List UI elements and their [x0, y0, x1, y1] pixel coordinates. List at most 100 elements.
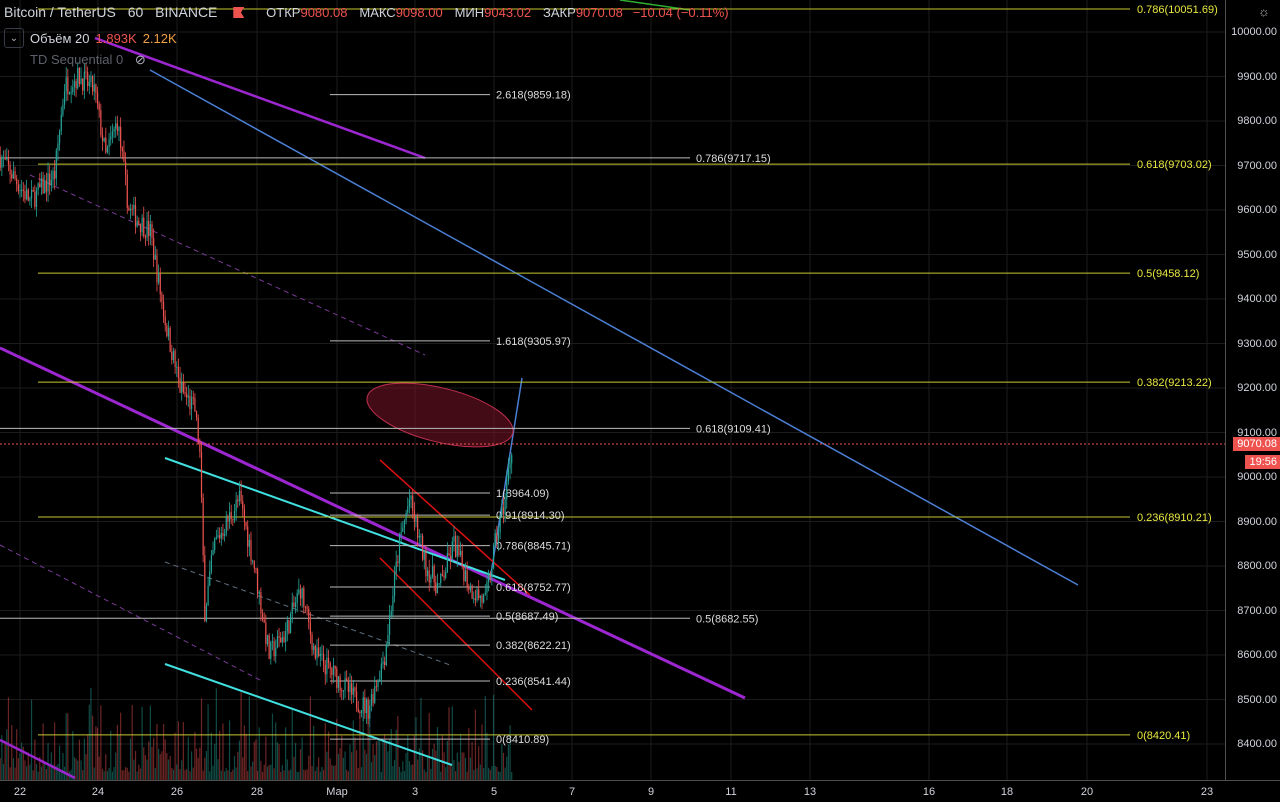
candle-body — [501, 507, 503, 516]
candle-body — [375, 686, 377, 688]
candle-body — [230, 512, 232, 520]
volume-bar — [16, 729, 18, 780]
channel-cyan-bottom[interactable] — [164, 663, 453, 766]
candle-body — [469, 585, 472, 590]
symbol-name[interactable]: Bitcoin / TetherUS — [4, 4, 116, 20]
volume-bar — [494, 765, 496, 780]
volume-bar — [197, 757, 199, 780]
volume-bar — [390, 729, 392, 780]
channel-cyan-top[interactable] — [164, 457, 506, 581]
volume-bar — [283, 770, 285, 780]
volume-bar — [111, 771, 113, 780]
volume-bar — [351, 752, 353, 780]
candle-body — [73, 81, 76, 88]
volume-bar — [443, 752, 445, 780]
volume-bar — [334, 765, 336, 780]
channel-red-top[interactable] — [379, 459, 531, 596]
volume-bar — [356, 750, 358, 780]
volume-bar — [100, 705, 102, 780]
volume-bar — [171, 767, 173, 780]
chevron-down-icon[interactable]: ⌄ — [4, 28, 24, 48]
fib-level-label: 2.618(9859.18) — [496, 90, 571, 102]
volume-bar — [247, 771, 249, 780]
candle-body — [471, 585, 473, 599]
trendline-gray-dashed[interactable] — [164, 561, 451, 666]
trendline-blue-long[interactable] — [149, 69, 1079, 586]
channel-red-bottom[interactable] — [379, 557, 533, 711]
volume-bar — [400, 771, 402, 780]
candle-body — [12, 171, 14, 179]
grid — [0, 0, 1225, 780]
fib-level-label: 0.618(9703.02) — [1137, 159, 1212, 171]
candle-body — [365, 699, 368, 714]
trendline-purple-dashed-1[interactable] — [29, 174, 426, 356]
volume-bar — [11, 724, 13, 780]
flag-icon[interactable] — [233, 7, 245, 18]
candle-body — [57, 143, 59, 151]
candle-body — [120, 126, 122, 149]
candle-body — [70, 92, 72, 94]
fib-level-label: 0.618(8752.77) — [496, 582, 571, 594]
price-label: 8400.00 — [1237, 738, 1277, 750]
candle-body — [217, 535, 219, 537]
candle-body — [204, 555, 206, 621]
volume-bar — [219, 730, 221, 780]
volume-label[interactable]: Объём 20 — [30, 30, 90, 46]
target-ellipse[interactable] — [361, 371, 520, 460]
candle-body — [474, 598, 476, 601]
trendline-purple-dashed-2[interactable] — [0, 544, 261, 681]
fibonacci-levels[interactable]: 0.786(10051.69) 0.618(9703.02) 0.5(9458.12… — [0, 4, 1218, 746]
time-axis[interactable]: 22 24 26 28 Мар 3 5 7 9 11 13 16 18 20 23 — [0, 780, 1280, 802]
price-chart[interactable]: 0.786(10051.69) 0.618(9703.02) 0.5(9458.12… — [0, 0, 1225, 780]
volume-bar — [52, 764, 54, 780]
candle-body — [125, 161, 127, 175]
candle-body — [129, 208, 132, 211]
volume-bar — [92, 715, 94, 780]
candle-body — [19, 189, 21, 192]
candle-body — [271, 641, 274, 643]
candle-body — [77, 68, 79, 89]
candle-body — [346, 678, 348, 681]
volume-bar — [78, 739, 80, 780]
trendline-purple-top[interactable] — [94, 36, 426, 160]
settings-gear-icon[interactable]: ☼ — [1258, 4, 1270, 19]
volume-bar — [456, 752, 458, 780]
volume-bar — [39, 756, 41, 780]
candle-body — [288, 620, 290, 634]
candle-body — [17, 184, 19, 192]
interval: 60 — [127, 4, 144, 20]
volume-bar — [506, 756, 508, 780]
candle-body — [243, 509, 245, 522]
candle-body — [402, 527, 404, 532]
volume-bar — [90, 687, 92, 780]
candle-body — [210, 555, 212, 572]
trendline-purple-low[interactable] — [0, 738, 76, 780]
candle-body — [227, 515, 229, 522]
volume-bar — [369, 728, 371, 780]
change-value: −10.04 (−0.11%) — [632, 5, 729, 20]
volume-bar — [146, 759, 148, 780]
volume-bar — [319, 771, 321, 780]
price-axis[interactable]: 10000.00 9900.00 9800.00 9700.00 9600.00 9500… — [1225, 0, 1280, 780]
volume-bar — [129, 738, 132, 780]
volume-bar — [4, 743, 6, 780]
price-label: 8600.00 — [1237, 649, 1277, 661]
volume-bar — [453, 759, 455, 780]
volume-bar — [372, 744, 374, 780]
drawings[interactable] — [0, 0, 1079, 780]
candle-body — [323, 653, 325, 665]
eye-hidden-icon[interactable]: ⊘ — [134, 52, 146, 67]
volume-bar — [486, 732, 488, 780]
candle-body — [35, 189, 38, 207]
trendline-green[interactable] — [619, 0, 691, 11]
candle-body — [458, 544, 460, 556]
trendline-purple-main[interactable] — [0, 346, 746, 700]
candle-body — [158, 273, 160, 283]
candle-body — [422, 535, 424, 560]
candle-body — [372, 694, 374, 703]
td-sequential-label[interactable]: TD Sequential 0 — [30, 52, 124, 67]
candle-body — [62, 104, 64, 115]
exchange: BINANCE — [155, 4, 218, 20]
candle-body — [105, 137, 107, 153]
candle-body — [258, 592, 260, 594]
